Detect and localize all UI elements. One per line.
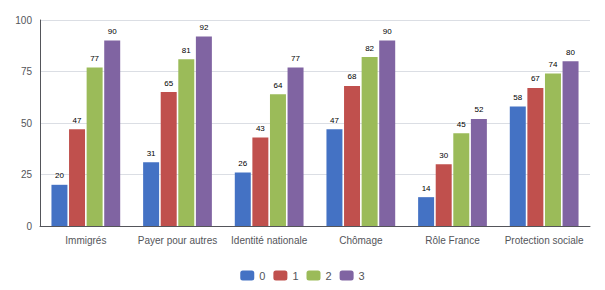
- svg-text:1: 1: [292, 270, 298, 282]
- svg-text:68: 68: [348, 72, 357, 81]
- svg-text:3: 3: [359, 270, 365, 282]
- svg-text:25: 25: [21, 169, 33, 180]
- svg-text:58: 58: [513, 93, 522, 102]
- svg-text:100: 100: [15, 15, 32, 26]
- svg-text:Protection sociale: Protection sociale: [505, 235, 584, 246]
- svg-text:Chômage: Chômage: [339, 235, 383, 246]
- svg-text:30: 30: [439, 151, 448, 160]
- svg-text:52: 52: [474, 105, 483, 114]
- svg-text:90: 90: [108, 27, 117, 36]
- svg-text:2: 2: [326, 270, 332, 282]
- svg-text:65: 65: [164, 79, 173, 88]
- svg-text:45: 45: [457, 120, 466, 129]
- svg-text:47: 47: [73, 116, 82, 125]
- svg-text:Payer pour autres: Payer pour autres: [138, 235, 218, 246]
- svg-text:26: 26: [238, 159, 247, 168]
- svg-text:20: 20: [55, 171, 64, 180]
- svg-text:Rôle France: Rôle France: [425, 235, 480, 246]
- svg-text:81: 81: [182, 46, 191, 55]
- svg-text:0: 0: [259, 270, 265, 282]
- svg-text:90: 90: [383, 27, 392, 36]
- svg-text:74: 74: [549, 60, 558, 69]
- svg-text:43: 43: [256, 124, 265, 133]
- svg-text:75: 75: [21, 66, 33, 77]
- svg-text:31: 31: [147, 149, 156, 158]
- svg-text:80: 80: [566, 48, 575, 57]
- svg-text:92: 92: [199, 23, 208, 32]
- svg-text:14: 14: [422, 184, 431, 193]
- svg-text:82: 82: [365, 44, 374, 53]
- svg-text:77: 77: [90, 54, 99, 63]
- svg-text:64: 64: [274, 81, 283, 90]
- svg-text:50: 50: [21, 118, 33, 129]
- svg-text:Immigrés: Immigrés: [65, 235, 106, 246]
- svg-text:Identité nationale: Identité nationale: [231, 235, 308, 246]
- svg-text:47: 47: [330, 116, 339, 125]
- svg-text:0: 0: [26, 221, 32, 232]
- svg-text:67: 67: [531, 74, 540, 83]
- svg-text:77: 77: [291, 54, 300, 63]
